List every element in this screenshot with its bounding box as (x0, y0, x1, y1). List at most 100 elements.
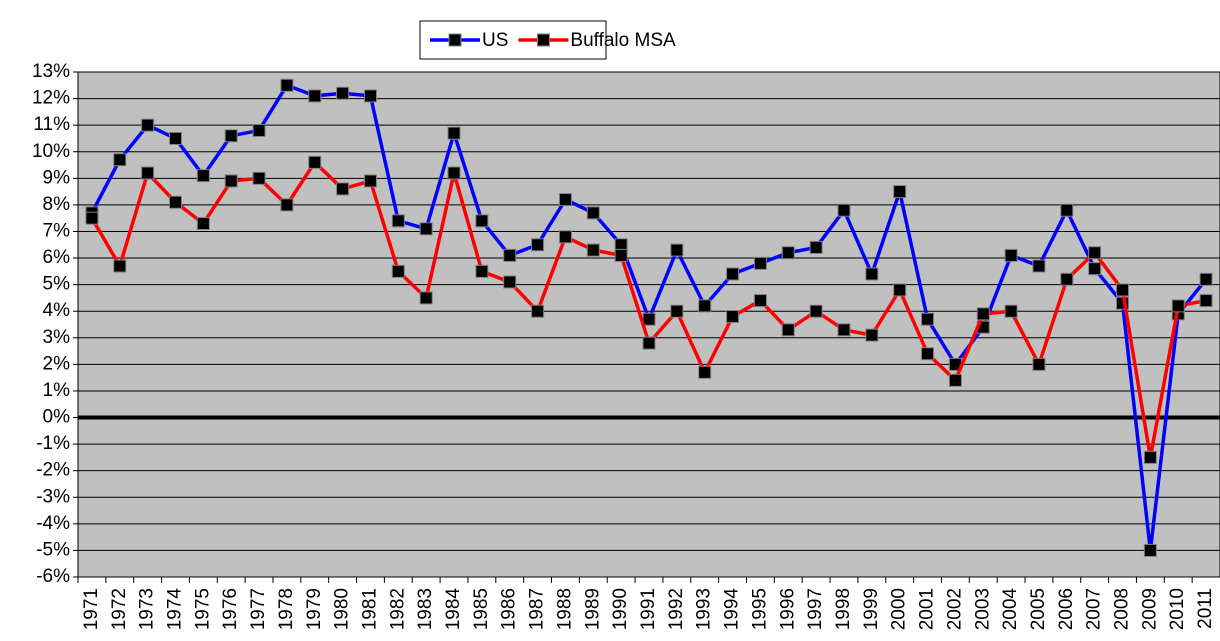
data-marker (1004, 248, 1018, 262)
data-marker (642, 336, 656, 350)
data-marker (976, 307, 990, 321)
data-marker (141, 166, 155, 180)
x-tick-label: 1972 (109, 588, 130, 630)
data-marker (168, 195, 182, 209)
y-tick-label: -4% (36, 513, 70, 534)
x-tick-label: 1987 (527, 588, 548, 630)
data-marker (363, 174, 377, 188)
data-marker (1171, 299, 1185, 313)
x-tick-label: 2009 (1139, 588, 1160, 630)
y-tick-label: 7% (43, 220, 71, 241)
data-marker (586, 206, 600, 220)
y-tick-label: 11% (33, 114, 70, 135)
x-tick-label: 1982 (387, 588, 408, 630)
legend: US Buffalo MSA (419, 20, 676, 60)
data-marker (809, 304, 823, 318)
x-tick-label: 1980 (332, 588, 353, 630)
data-marker (1004, 304, 1018, 318)
x-tick-label: 1978 (276, 588, 297, 630)
data-marker (196, 217, 210, 230)
x-tick-label: 1984 (443, 588, 464, 631)
x-tick-label: 1989 (582, 588, 603, 630)
data-marker (503, 248, 517, 262)
data-marker (670, 304, 684, 318)
x-tick-label: 1976 (220, 588, 241, 630)
x-tick-label: 1994 (722, 588, 743, 631)
data-marker (1088, 262, 1102, 276)
data-marker (447, 166, 461, 180)
data-marker (419, 291, 433, 305)
data-marker (391, 264, 405, 278)
legend-marker (536, 33, 550, 47)
data-marker (809, 240, 823, 254)
x-tick-label: 1992 (666, 588, 687, 630)
data-marker (781, 323, 795, 337)
y-tick-label: 9% (43, 167, 71, 188)
legend-label: US (482, 30, 508, 51)
x-tick-label: 1991 (638, 588, 659, 630)
x-tick-label: 1983 (415, 588, 436, 630)
x-tick-label: 2002 (944, 588, 965, 630)
data-marker (726, 310, 740, 324)
data-marker (113, 259, 127, 273)
x-tick-label: 1993 (694, 588, 715, 630)
data-marker (865, 328, 879, 342)
x-tick-label: 1997 (805, 588, 826, 630)
legend-marker (448, 33, 462, 47)
y-tick-label: -3% (36, 486, 70, 507)
y-tick-label: 5% (43, 274, 71, 295)
x-tick-label: 2006 (1056, 588, 1077, 630)
y-tick-label: -2% (36, 460, 70, 481)
y-tick-label: 3% (43, 327, 71, 348)
x-tick-label: 1986 (499, 588, 520, 630)
data-marker (1199, 294, 1213, 308)
x-tick-label: 2003 (972, 588, 993, 630)
y-tick-label: -5% (36, 539, 70, 560)
y-tick-label: 13% (32, 61, 70, 82)
data-marker (280, 198, 294, 212)
data-marker (531, 238, 545, 252)
x-tick-label: 1990 (610, 588, 631, 630)
data-marker (196, 169, 210, 183)
data-marker (308, 89, 322, 103)
x-tick-label: 2001 (917, 588, 938, 630)
x-tick-label: 1999 (861, 588, 882, 630)
data-marker (1032, 259, 1046, 273)
x-tick-label: 2011 (1195, 588, 1216, 629)
data-marker (586, 243, 600, 257)
data-marker (893, 185, 907, 199)
data-marker (614, 248, 628, 262)
y-tick-label: 12% (32, 88, 70, 109)
data-marker (475, 264, 489, 278)
data-marker (280, 78, 294, 92)
data-marker (1116, 283, 1130, 297)
x-tick-label: 1971 (81, 588, 102, 630)
x-tick-label: 1981 (359, 588, 380, 630)
data-marker (1143, 450, 1157, 464)
x-tick-label: 1974 (165, 588, 186, 631)
data-marker (475, 214, 489, 228)
data-marker (168, 131, 182, 145)
data-marker (753, 256, 767, 270)
data-marker (1060, 203, 1074, 217)
x-tick-label: 1995 (749, 588, 770, 630)
y-tick-label: 0% (43, 407, 71, 428)
x-tick-label: 1977 (248, 588, 269, 630)
data-marker (113, 153, 127, 167)
x-tick-label: 1985 (471, 588, 492, 630)
x-tick-label: 1988 (554, 588, 575, 630)
data-marker (1060, 272, 1074, 286)
y-tick-label: 2% (43, 353, 71, 374)
x-tick-label: 2004 (1000, 588, 1021, 631)
x-tick-label: 1996 (777, 588, 798, 630)
data-marker (642, 312, 656, 326)
data-marker (447, 126, 461, 140)
data-marker (558, 230, 572, 244)
x-tick-label: 1973 (137, 588, 158, 630)
data-marker (921, 347, 935, 361)
data-marker (252, 123, 266, 137)
data-marker (865, 267, 879, 281)
data-marker (252, 171, 266, 185)
